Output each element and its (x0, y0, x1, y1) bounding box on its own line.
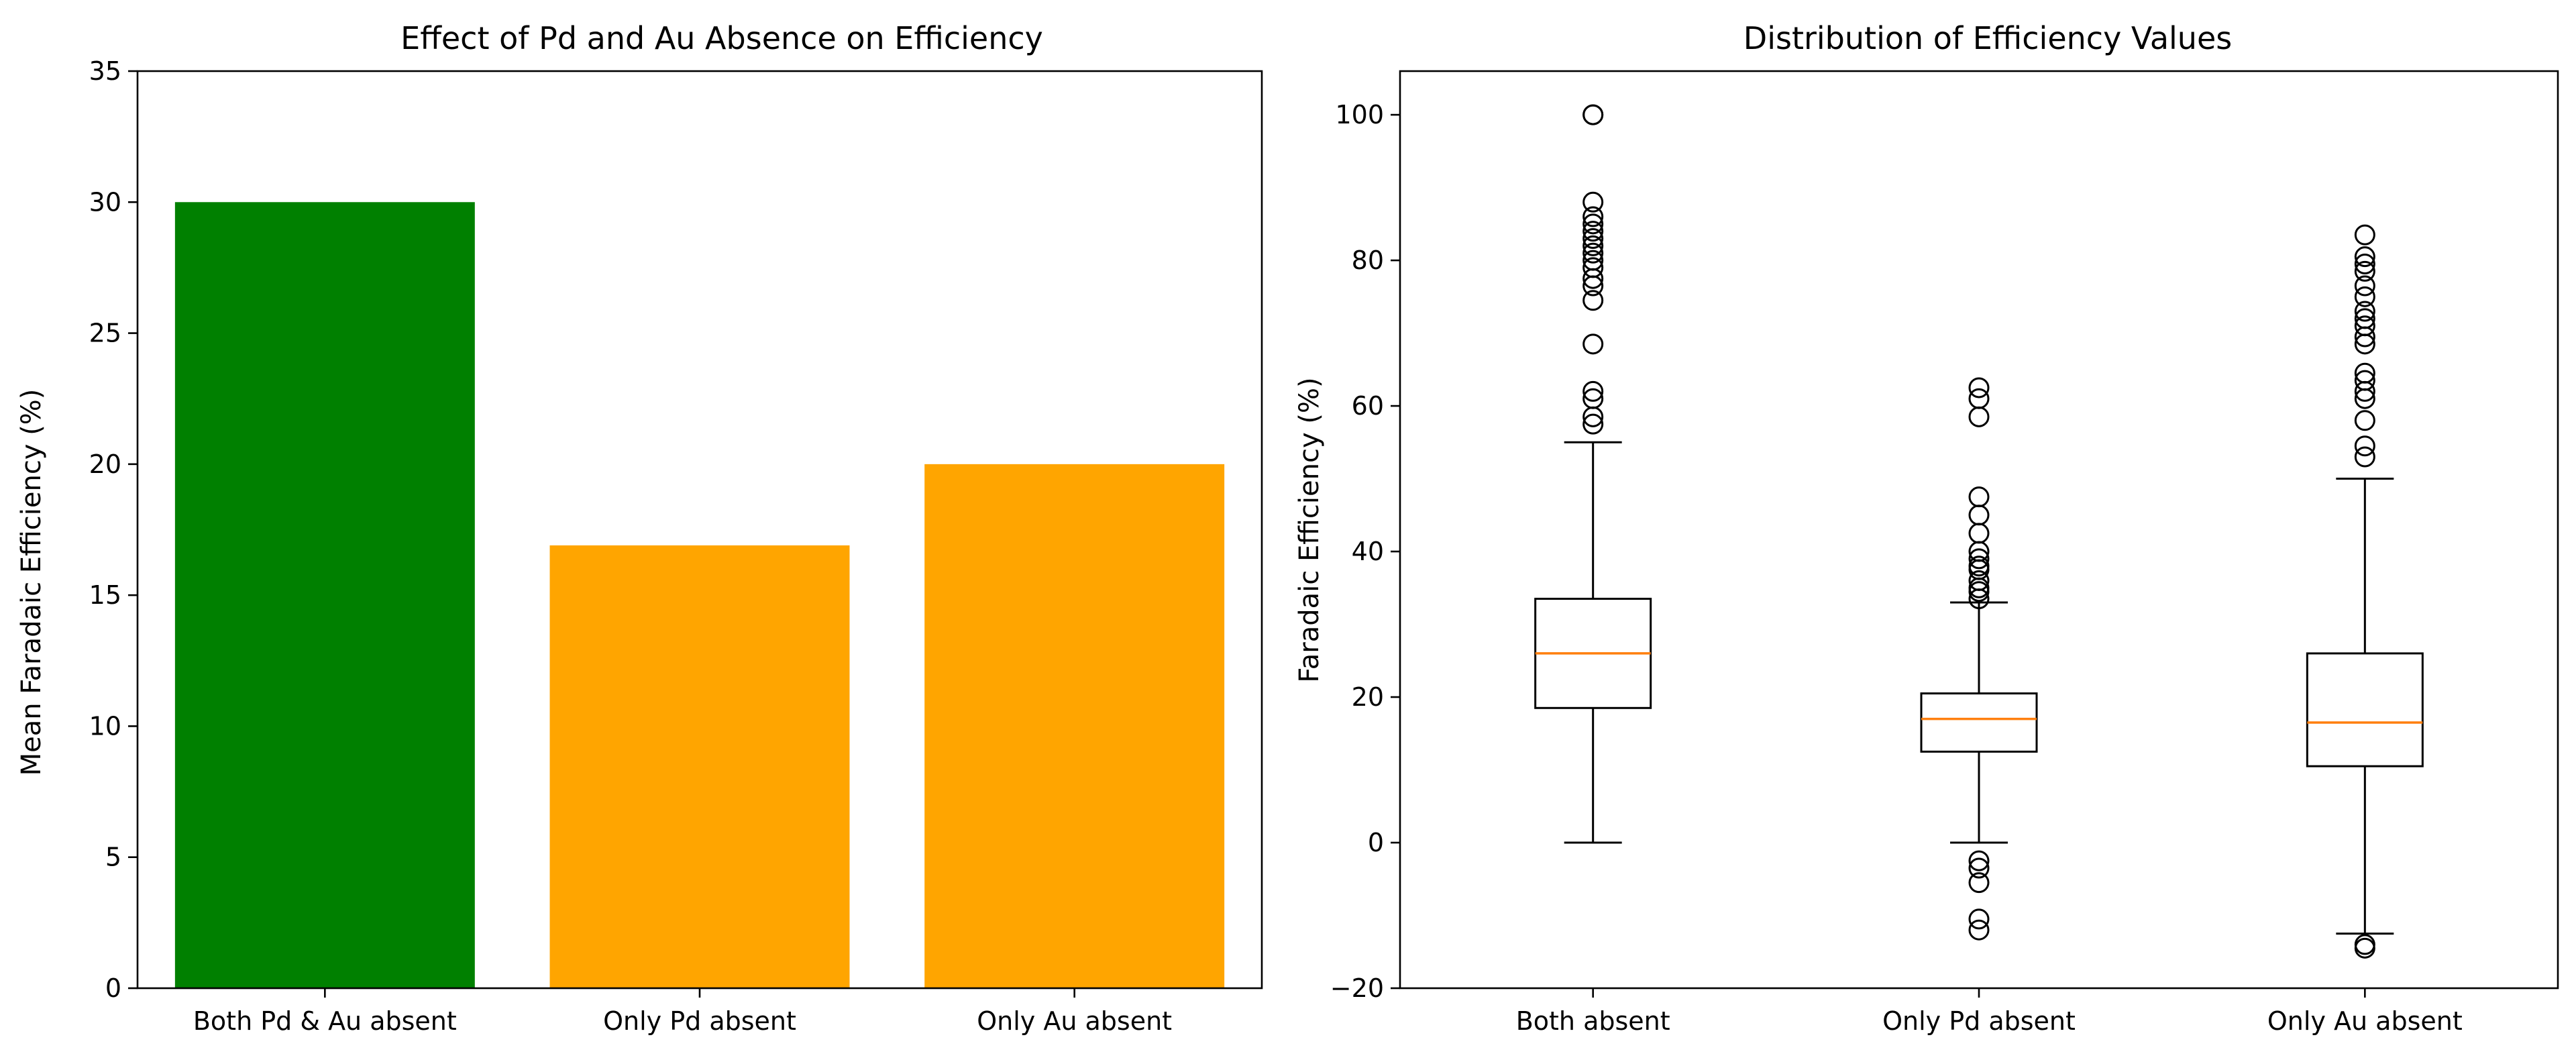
y-tick-label: 25 (89, 319, 121, 348)
outlier-point (2354, 370, 2375, 391)
outlier-point (1968, 908, 1990, 930)
outlier-point (1582, 290, 1604, 311)
x-tick-label: Both Pd & Au absent (193, 1006, 457, 1036)
outlier-point (2354, 934, 2375, 955)
bar-chart-x-axis: Both Pd & Au absent Only Pd absent Only Au… (193, 988, 1172, 1036)
box-plot-plot-frame (1399, 70, 2559, 990)
outlier-point (1582, 213, 1604, 235)
outlier-point (1582, 221, 1604, 242)
outlier-point (2354, 254, 2375, 275)
outlier-point (2354, 260, 2375, 282)
bar (174, 202, 475, 989)
outlier-point (1968, 872, 1990, 894)
bar-chart: Effect of Pd and Au Absence on Efficienc… (16, 20, 1263, 1036)
outlier-point (1582, 413, 1604, 435)
outlier-point (1582, 242, 1604, 264)
outlier-point (2354, 275, 2375, 297)
bar (549, 545, 850, 988)
outlier-point (1582, 380, 1604, 402)
outlier-point (1582, 250, 1604, 271)
outlier-point (1582, 388, 1604, 409)
box-plot-title: Distribution of Efficiency Values (1743, 20, 2232, 56)
outlier-point (1582, 206, 1604, 227)
y-tick-label: 40 (1352, 537, 1384, 566)
outlier-point (1968, 850, 1990, 871)
outlier-point (1968, 555, 1990, 577)
outlier-point (2354, 315, 2375, 337)
outlier-point (2354, 246, 2375, 268)
outlier-point (1968, 406, 1990, 427)
iqr-box (2306, 652, 2424, 767)
x-tick-label: Only Pd absent (603, 1006, 796, 1036)
bar (924, 464, 1225, 988)
box-group (2306, 224, 2424, 959)
outlier-point (1968, 857, 1990, 879)
x-tick-label: Only Au absent (2267, 1006, 2463, 1036)
outlier-point (1968, 486, 1990, 508)
y-tick-label: 15 (89, 580, 121, 610)
outlier-point (2354, 446, 2375, 468)
outlier-point (2354, 410, 2375, 431)
box-plot-y-axis: −20 0 20 40 60 80 100 (1330, 100, 1400, 1003)
outlier-point (2354, 301, 2375, 322)
outlier-point (1968, 570, 1990, 591)
outlier-point (1582, 228, 1604, 250)
y-tick-label: −20 (1330, 973, 1384, 1003)
iqr-box (1920, 692, 2038, 753)
x-tick-label: Both absent (1516, 1006, 1670, 1036)
outlier-point (1968, 919, 1990, 941)
outlier-point (1582, 333, 1604, 355)
outlier-point (2354, 435, 2375, 457)
box-plot: Distribution of Efficiency Values Farada… (1294, 20, 2559, 1036)
outlier-point (2354, 224, 2375, 246)
y-tick-label: 20 (1352, 682, 1384, 712)
outlier-point (1582, 235, 1604, 256)
x-tick-label: Only Au absent (977, 1006, 1172, 1036)
outlier-point (2354, 286, 2375, 307)
outlier-point (2354, 362, 2375, 384)
outlier-point (1968, 548, 1990, 570)
y-tick-label: 100 (1335, 100, 1384, 129)
y-tick-label: 30 (89, 187, 121, 217)
y-tick-label: 10 (89, 711, 121, 741)
y-tick-label: 35 (89, 56, 121, 86)
y-tick-label: 0 (1368, 828, 1384, 857)
bar-series (174, 202, 1225, 989)
box-plot-x-axis: Both absent Only Pd absent Only Au absent (1516, 988, 2463, 1036)
bar-chart-plot-frame (136, 70, 1263, 990)
outlier-point (2354, 308, 2375, 329)
outlier-point (1968, 523, 1990, 544)
outlier-point (1582, 104, 1604, 125)
y-tick-label: 20 (89, 449, 121, 479)
outlier-point (1968, 377, 1990, 399)
x-tick-label: Only Pd absent (1882, 1006, 2076, 1036)
outlier-point (1582, 257, 1604, 278)
box-plot-ylabel: Faradaic Efficiency (%) (1294, 377, 1325, 682)
box-group (1920, 377, 2038, 941)
outlier-point (1968, 505, 1990, 526)
outlier-point (1968, 388, 1990, 409)
y-tick-label: 80 (1352, 246, 1384, 275)
box-group (1534, 104, 1652, 844)
y-tick-label: 5 (105, 843, 121, 872)
outlier-point (1582, 191, 1604, 213)
bar-chart-title: Effect of Pd and Au Absence on Efficienc… (400, 20, 1043, 56)
y-tick-label: 60 (1352, 391, 1384, 421)
bar-chart-y-axis: 0 5 10 15 20 25 30 35 (89, 56, 138, 1003)
y-tick-label: 0 (105, 973, 121, 1003)
bar-chart-ylabel: Mean Faradaic Efficiency (%) (16, 389, 47, 776)
box-series (1534, 104, 2424, 959)
